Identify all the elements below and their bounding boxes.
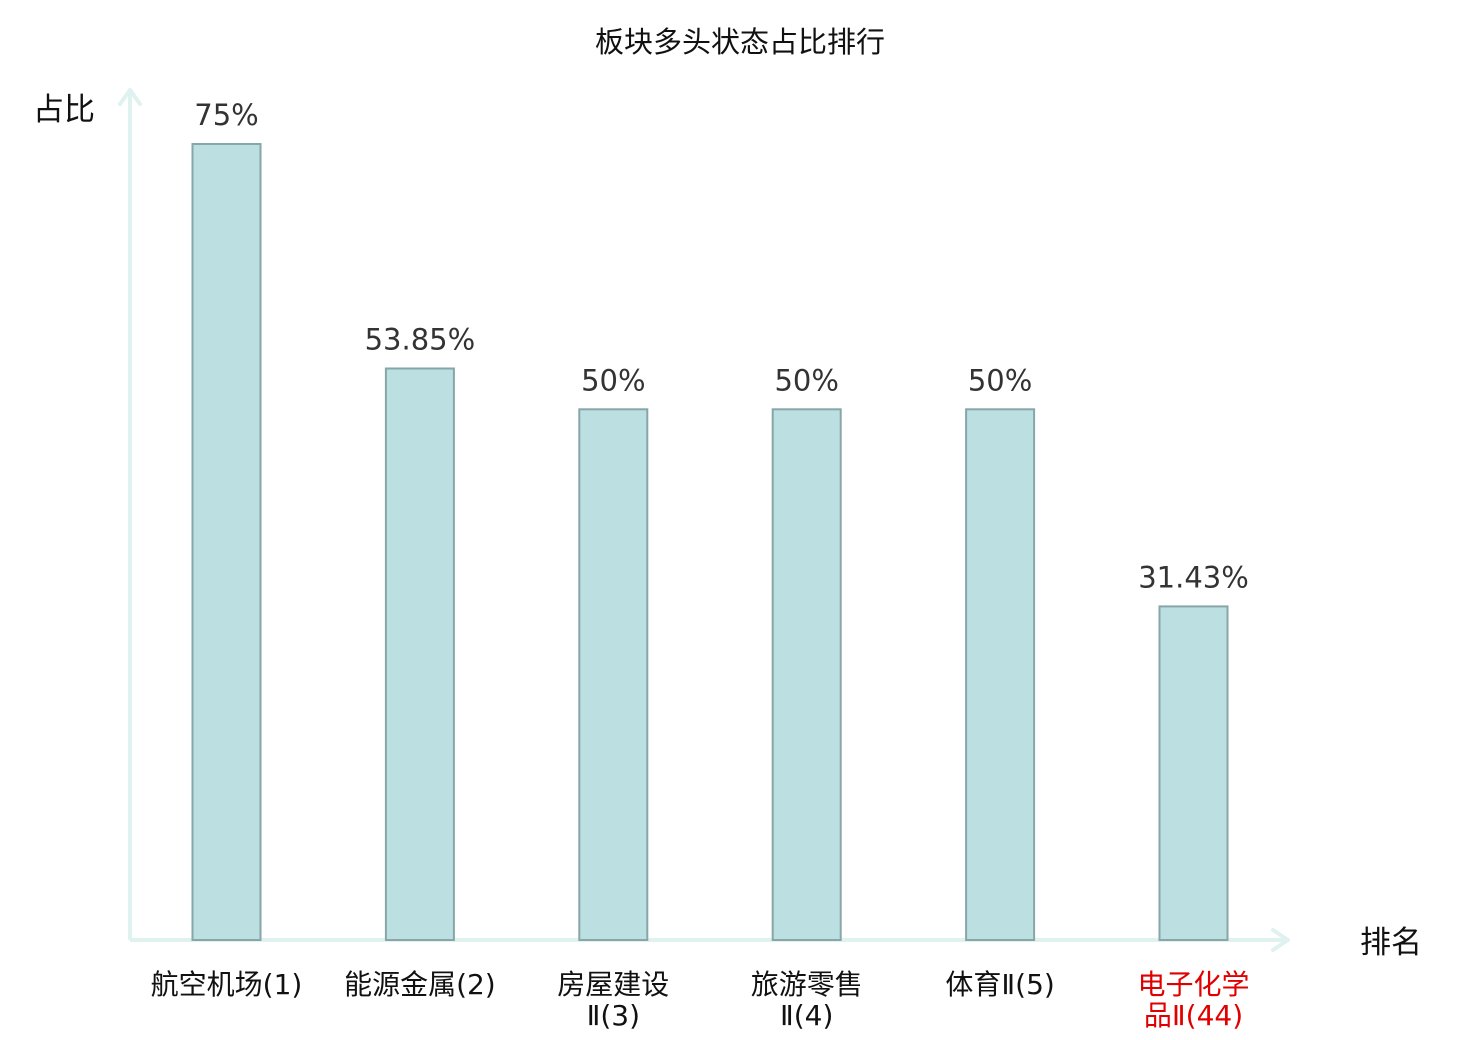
bar-value-label-3: 50% — [581, 363, 645, 397]
x-axis — [130, 928, 1290, 952]
bar-value-label-6: 31.43% — [1138, 560, 1249, 594]
bar-4 — [771, 408, 842, 941]
bar-value-label-4: 50% — [774, 363, 838, 397]
bar-value-label-5: 50% — [968, 363, 1032, 397]
category-label-2-line-1: 能源金属(2) — [344, 968, 496, 1001]
bars-group — [191, 143, 1229, 942]
y-axis-title: 占比 — [33, 92, 95, 128]
x-axis-arrow-icon — [1271, 928, 1290, 952]
bar-3 — [578, 408, 649, 941]
category-label-4-line-1: 旅游零售 — [751, 968, 863, 1001]
bar-value-label-2: 53.85% — [365, 323, 476, 357]
category-label-1-line-1: 航空机场(1) — [151, 968, 303, 1001]
category-label-6-line-2: 品Ⅱ(44) — [1144, 999, 1243, 1032]
bar-value-label-1: 75% — [194, 98, 258, 132]
x-axis-title: 排名 — [1360, 925, 1422, 961]
bar-5 — [965, 408, 1036, 941]
category-label-5-line-1: 体育Ⅱ(5) — [945, 968, 1054, 1001]
category-label-4-line-2: Ⅱ(4) — [780, 999, 833, 1032]
category-label-3-line-1: 房屋建设 — [557, 968, 669, 1001]
bar-1 — [191, 143, 262, 941]
y-axis-arrow-icon — [118, 88, 142, 106]
value-labels-group: 75% 53.85% 50% 50% 50% 31.43% — [194, 98, 1249, 594]
y-axis — [118, 88, 142, 940]
bar-6 — [1158, 605, 1229, 942]
category-label-3-line-2: Ⅱ(3) — [587, 999, 640, 1032]
chart-title: 板块多头状态占比排行 — [595, 25, 885, 59]
category-label-6-line-1: 电子化学 — [1137, 968, 1249, 1001]
bar-2 — [384, 367, 455, 941]
